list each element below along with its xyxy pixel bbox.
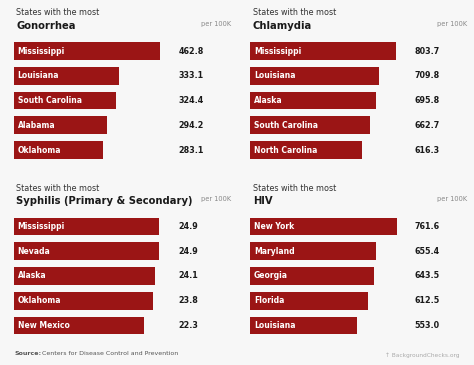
Text: 24.9: 24.9 (178, 247, 198, 256)
Text: per 100K: per 100K (201, 20, 231, 27)
Text: Oklahoma: Oklahoma (18, 146, 61, 154)
Text: Alaska: Alaska (18, 272, 46, 280)
FancyBboxPatch shape (250, 116, 371, 134)
FancyBboxPatch shape (250, 316, 357, 334)
Text: Louisiana: Louisiana (254, 71, 295, 80)
FancyBboxPatch shape (250, 67, 379, 85)
Text: per 100K: per 100K (201, 196, 231, 202)
FancyBboxPatch shape (250, 141, 362, 159)
Text: Maryland: Maryland (254, 247, 294, 256)
Text: States with the most: States with the most (253, 8, 336, 17)
FancyBboxPatch shape (14, 218, 159, 235)
Text: South Carolina: South Carolina (18, 96, 82, 105)
FancyBboxPatch shape (14, 316, 144, 334)
Text: Syphilis (Primary & Secondary): Syphilis (Primary & Secondary) (17, 196, 193, 206)
Text: 23.8: 23.8 (178, 296, 198, 305)
Text: 294.2: 294.2 (178, 121, 204, 130)
Text: 803.7: 803.7 (415, 46, 440, 55)
FancyBboxPatch shape (250, 92, 376, 109)
Text: Alabama: Alabama (18, 121, 55, 130)
Text: per 100K: per 100K (437, 196, 467, 202)
Text: 643.5: 643.5 (415, 272, 440, 280)
Text: 662.7: 662.7 (415, 121, 440, 130)
Text: Mississippi: Mississippi (18, 222, 65, 231)
Text: 324.4: 324.4 (178, 96, 203, 105)
FancyBboxPatch shape (250, 218, 397, 235)
Text: Gonorrhea: Gonorrhea (17, 20, 76, 31)
Text: Florida: Florida (254, 296, 284, 305)
Text: States with the most: States with the most (17, 8, 100, 17)
Text: Mississippi: Mississippi (18, 46, 65, 55)
FancyBboxPatch shape (14, 242, 159, 260)
Text: 695.8: 695.8 (415, 96, 440, 105)
Text: 24.1: 24.1 (178, 272, 198, 280)
Text: 655.4: 655.4 (415, 247, 440, 256)
FancyBboxPatch shape (250, 292, 368, 310)
Text: 761.6: 761.6 (415, 222, 440, 231)
Text: States with the most: States with the most (17, 184, 100, 193)
Text: 612.5: 612.5 (415, 296, 440, 305)
Text: per 100K: per 100K (437, 20, 467, 27)
Text: 24.9: 24.9 (178, 222, 198, 231)
Text: Chlamydia: Chlamydia (253, 20, 312, 31)
Text: Louisiana: Louisiana (18, 71, 59, 80)
Text: Source:: Source: (14, 351, 41, 356)
FancyBboxPatch shape (14, 267, 155, 285)
FancyBboxPatch shape (14, 42, 160, 60)
FancyBboxPatch shape (14, 67, 119, 85)
Text: 333.1: 333.1 (178, 71, 203, 80)
Text: ↑ BackgroundChecks.org: ↑ BackgroundChecks.org (385, 353, 460, 358)
Text: States with the most: States with the most (253, 184, 336, 193)
Text: Oklahoma: Oklahoma (18, 296, 61, 305)
Text: Georgia: Georgia (254, 272, 288, 280)
FancyBboxPatch shape (14, 292, 153, 310)
Text: South Carolina: South Carolina (254, 121, 318, 130)
Text: 709.8: 709.8 (415, 71, 440, 80)
Text: 616.3: 616.3 (415, 146, 440, 154)
Text: 22.3: 22.3 (178, 321, 198, 330)
FancyBboxPatch shape (250, 242, 376, 260)
FancyBboxPatch shape (14, 116, 107, 134)
Text: North Carolina: North Carolina (254, 146, 317, 154)
Text: Nevada: Nevada (18, 247, 50, 256)
FancyBboxPatch shape (250, 267, 374, 285)
Text: Mississippi: Mississippi (254, 46, 301, 55)
Text: New Mexico: New Mexico (18, 321, 69, 330)
FancyBboxPatch shape (250, 42, 396, 60)
Text: HIV: HIV (253, 196, 272, 206)
Text: 553.0: 553.0 (415, 321, 440, 330)
FancyBboxPatch shape (14, 141, 103, 159)
Text: New York: New York (254, 222, 294, 231)
Text: Centers for Disease Control and Prevention: Centers for Disease Control and Preventi… (40, 351, 179, 356)
FancyBboxPatch shape (14, 92, 117, 109)
Text: 283.1: 283.1 (178, 146, 204, 154)
Text: Alaska: Alaska (254, 96, 283, 105)
Text: Louisiana: Louisiana (254, 321, 295, 330)
Text: 462.8: 462.8 (178, 46, 204, 55)
